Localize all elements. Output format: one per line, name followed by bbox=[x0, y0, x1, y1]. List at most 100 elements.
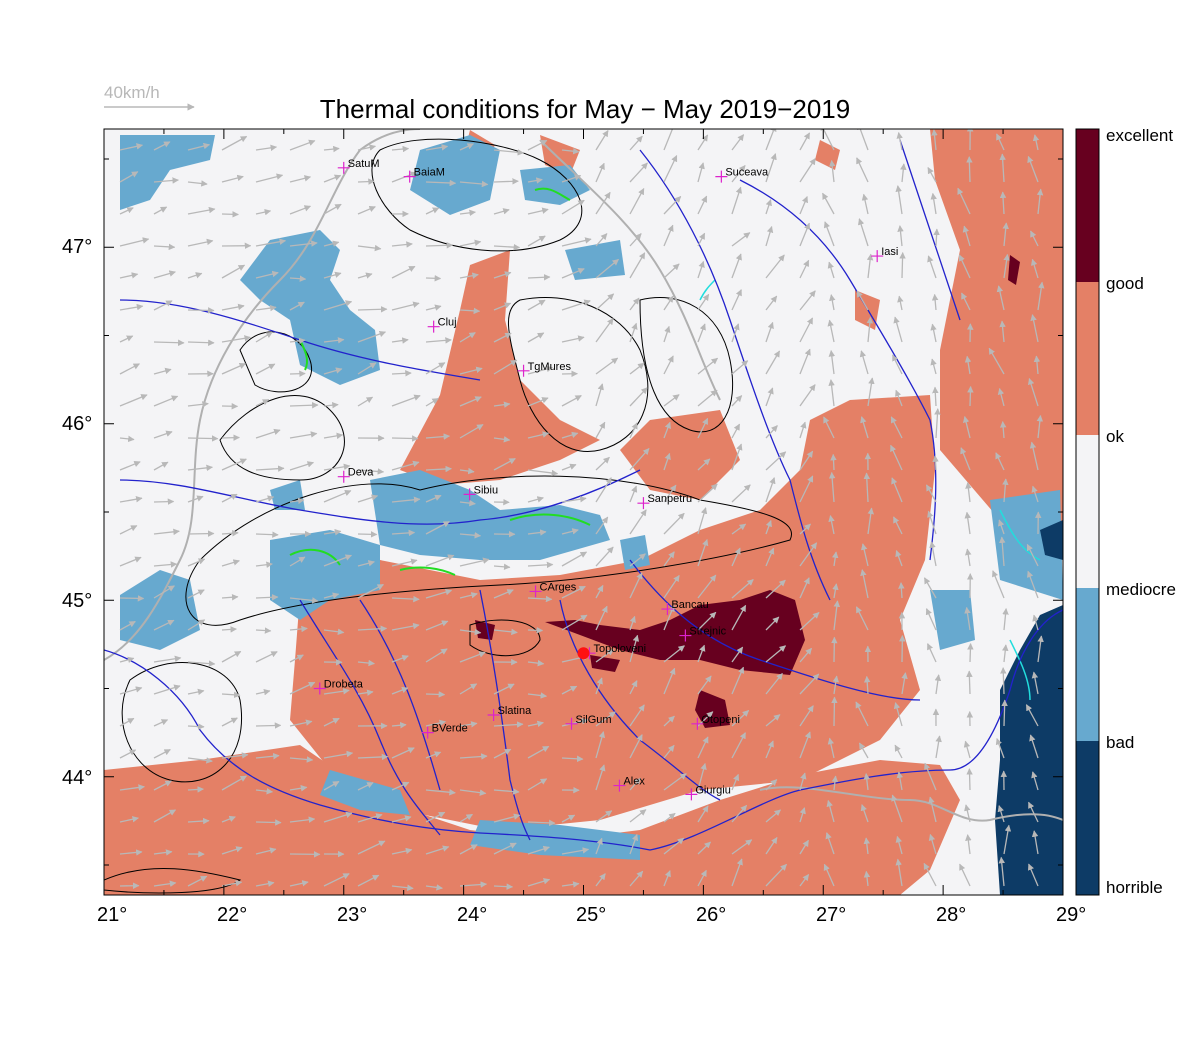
wind-arrow-icon bbox=[255, 531, 279, 538]
wind-arrow-icon bbox=[629, 485, 638, 503]
wind-arrow-icon bbox=[425, 648, 448, 663]
city-marker-icon bbox=[871, 250, 884, 263]
wind-arrow-icon bbox=[866, 253, 874, 279]
wind-arrow-icon bbox=[357, 396, 374, 407]
wind-arrow-icon bbox=[925, 608, 937, 631]
wind-arrow-icon bbox=[629, 297, 640, 311]
colorbar-label: horrible bbox=[1106, 878, 1163, 897]
wind-arrow-icon bbox=[960, 447, 971, 471]
wind-arrow-icon bbox=[595, 317, 614, 343]
wind-arrow-icon bbox=[827, 319, 835, 343]
city-label: Bancau bbox=[671, 599, 708, 611]
wind-arrow-icon bbox=[765, 645, 786, 663]
wind-arrow-icon bbox=[697, 417, 709, 439]
wind-arrow-icon bbox=[493, 842, 517, 855]
wind-arrow-icon bbox=[1027, 377, 1039, 407]
wind-arrow-icon bbox=[957, 187, 971, 215]
wind-arrow-icon bbox=[799, 259, 810, 279]
colorbar-ok bbox=[1076, 435, 1099, 588]
wind-arrow-icon bbox=[799, 317, 814, 343]
city-label: Iasi bbox=[881, 246, 898, 258]
wind-arrow-icon bbox=[187, 272, 203, 279]
colorbar-label: excellent bbox=[1106, 126, 1173, 145]
wind-arrow-icon bbox=[289, 175, 312, 183]
wind-arrow-icon bbox=[965, 548, 972, 567]
wind-arrow-icon bbox=[153, 206, 168, 215]
wind-arrow-icon bbox=[323, 401, 339, 409]
wind-arrow-icon bbox=[527, 745, 550, 759]
city-bancau: Bancau bbox=[661, 599, 709, 616]
wind-arrow-icon bbox=[966, 768, 973, 791]
wind-arrow-icon bbox=[357, 689, 374, 696]
wind-arrow-icon bbox=[799, 348, 811, 375]
wind-arrow-icon bbox=[697, 458, 711, 471]
wind-arrow-icon bbox=[927, 167, 937, 183]
wind-arrow-icon bbox=[255, 144, 278, 152]
wind-arrow-icon bbox=[663, 421, 671, 439]
wind-arrow-icon bbox=[561, 614, 588, 631]
wind-arrow-icon bbox=[697, 805, 709, 823]
wind-arrow-icon bbox=[1002, 478, 1009, 503]
wind-arrow-icon bbox=[1030, 230, 1039, 247]
wind-arrow-icon bbox=[493, 178, 519, 185]
wind-arrow-icon bbox=[832, 583, 839, 599]
x-tick-label: 21° bbox=[97, 904, 127, 926]
city-marker-icon bbox=[337, 161, 350, 174]
wind-arrow-icon bbox=[289, 681, 316, 695]
city-marker-icon bbox=[517, 364, 530, 377]
wind-arrow-icon bbox=[857, 129, 869, 151]
wind-arrow-icon bbox=[891, 477, 903, 503]
wind-arrow-icon bbox=[1002, 222, 1009, 247]
wind-arrow-icon bbox=[1032, 614, 1039, 631]
wind-arrow-icon bbox=[799, 647, 812, 663]
wind-arrow-icon bbox=[323, 873, 350, 887]
wind-arrow-icon bbox=[697, 644, 706, 663]
wind-arrow-icon bbox=[731, 253, 742, 279]
wind-arrow-icon bbox=[799, 839, 809, 855]
wind-arrow-icon bbox=[357, 813, 383, 823]
wind-arrow-icon bbox=[391, 370, 412, 377]
wind-arrow-icon bbox=[119, 525, 138, 535]
city-marker-icon bbox=[715, 170, 728, 183]
wind-arrow-icon bbox=[221, 650, 242, 663]
wind-arrow-icon bbox=[527, 627, 544, 634]
wind-arrow-icon bbox=[255, 238, 287, 247]
city-sanpetru: Sanpetru bbox=[637, 493, 692, 510]
selected-point-marker[interactable] bbox=[577, 647, 590, 660]
wind-arrow-icon bbox=[765, 519, 772, 535]
wind-arrow-icon bbox=[425, 337, 452, 344]
wind-arrow-icon bbox=[425, 275, 442, 282]
wind-arrow-icon bbox=[221, 363, 246, 375]
wind-arrow-icon bbox=[493, 359, 518, 375]
wind-arrow-icon bbox=[289, 337, 306, 345]
wind-arrow-icon bbox=[999, 320, 1006, 343]
wind-arrow-icon bbox=[629, 135, 643, 151]
wind-arrow-icon bbox=[391, 496, 421, 504]
wind-arrow-icon bbox=[119, 394, 148, 407]
wind-arrow-icon bbox=[964, 804, 971, 823]
wind-arrow-icon bbox=[323, 367, 343, 375]
wind-arrow-icon bbox=[561, 237, 592, 247]
wind-arrow-icon bbox=[425, 242, 454, 249]
wind-arrow-icon bbox=[731, 666, 745, 695]
wind-arrow-icon bbox=[187, 401, 209, 408]
wind-arrow-icon bbox=[527, 207, 549, 215]
wind-arrow-icon bbox=[595, 677, 603, 695]
wind-arrow-icon bbox=[765, 779, 778, 791]
wind-arrow-icon bbox=[119, 207, 134, 215]
wind-arrow-icon bbox=[459, 424, 484, 439]
wind-arrow-icon bbox=[153, 849, 173, 856]
wind-arrow-icon bbox=[459, 789, 487, 796]
wind-arrow-icon bbox=[255, 363, 276, 375]
wind-arrow-icon bbox=[999, 536, 1006, 567]
wind-arrow-icon bbox=[255, 594, 279, 601]
wind-arrow-icon bbox=[527, 720, 544, 728]
city-marker-icon bbox=[679, 629, 692, 642]
wind-arrow-icon bbox=[357, 205, 376, 215]
wind-arrow-icon bbox=[289, 205, 312, 215]
wind-arrow-icon bbox=[391, 815, 412, 823]
wind-arrow-icon bbox=[323, 432, 344, 440]
wind-arrow-icon bbox=[998, 519, 1005, 535]
wind-arrow-icon bbox=[255, 752, 280, 760]
wind-arrow-icon bbox=[697, 483, 718, 503]
